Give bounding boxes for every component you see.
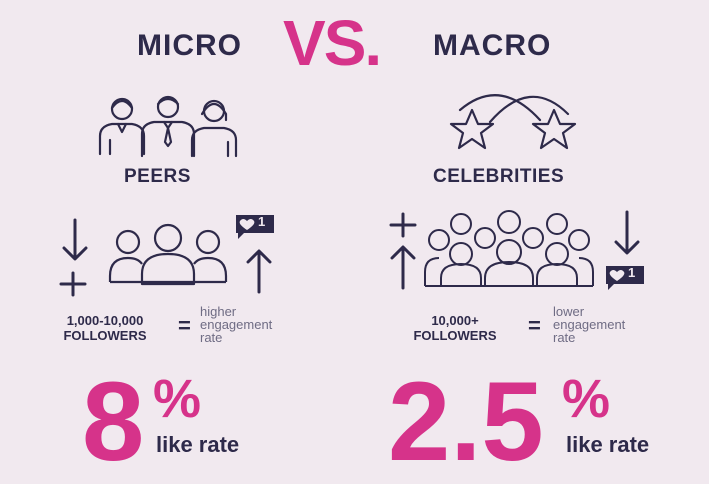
up-arrow-icon xyxy=(246,249,272,294)
micro-rate-label: like rate xyxy=(156,432,240,457)
macro-engagement: lower engagement rate xyxy=(553,305,625,344)
micro-like-count: 1 xyxy=(258,214,266,229)
plus-icon xyxy=(389,212,417,238)
macro-rate-label: like rate xyxy=(566,432,650,457)
micro-engagement-line: rate xyxy=(200,330,223,345)
crowd-of-people-icon xyxy=(424,210,594,287)
heart-like-badge-icon xyxy=(606,266,644,290)
macro-rate-percent: % xyxy=(562,369,611,429)
macro-engagement-line: engagement xyxy=(553,317,626,332)
title-macro: MACRO xyxy=(433,29,552,62)
macro-followers-word: FOLLOWERS xyxy=(413,328,497,343)
macro-rate-number: 2.5 xyxy=(388,359,544,484)
micro-engagement-line: engagement xyxy=(200,317,273,332)
down-arrow-icon xyxy=(62,218,88,261)
down-arrow-icon xyxy=(614,210,640,255)
micro-equals: = xyxy=(178,313,191,338)
micro-rate-percent: % xyxy=(153,369,202,429)
micro-engagement: higher engagement rate xyxy=(200,305,272,344)
micro-followers: 1,000-10,000 FOLLOWERS xyxy=(40,313,170,343)
micro-followers-range: 1,000-10,000 xyxy=(66,313,144,328)
micro-rate-number: 8 xyxy=(82,359,145,484)
celebrities-label: CELEBRITIES xyxy=(433,166,565,187)
title-micro: MICRO xyxy=(137,29,242,62)
up-arrow-icon xyxy=(390,245,416,290)
title-vs: VS. xyxy=(283,7,382,79)
peers-label: PEERS xyxy=(124,166,191,187)
micro-engagement-line: higher xyxy=(200,304,237,319)
micro-followers-word: FOLLOWERS xyxy=(63,328,147,343)
peers-people-icon xyxy=(98,95,238,158)
macro-like-count: 1 xyxy=(628,265,636,280)
macro-followers: 10,000+ FOLLOWERS xyxy=(390,313,520,343)
macro-engagement-line: lower xyxy=(553,304,585,319)
celebrity-stars-icon xyxy=(449,94,577,150)
macro-followers-range: 10,000+ xyxy=(431,313,479,328)
macro-engagement-line: rate xyxy=(553,330,576,345)
plus-icon xyxy=(59,271,87,297)
heart-like-badge-icon xyxy=(236,215,274,239)
group-of-people-icon xyxy=(108,223,228,286)
macro-equals: = xyxy=(528,313,541,338)
